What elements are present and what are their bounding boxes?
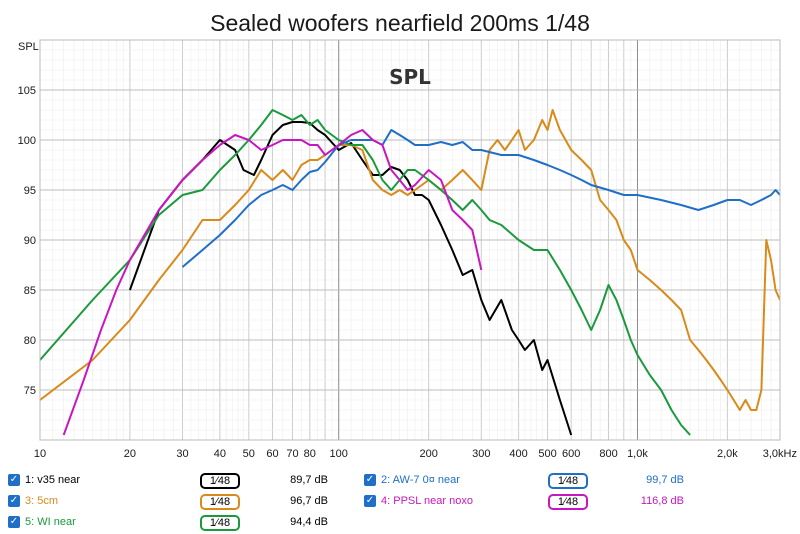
y-tick-label: 90 bbox=[24, 235, 36, 247]
x-tick-label: 2,0k bbox=[717, 448, 738, 460]
checkbox-checked-icon[interactable]: ✓ bbox=[364, 495, 376, 507]
smoothing-button[interactable]: 1⁄48 bbox=[200, 515, 240, 531]
legend-series-name: 4: PPSL near noxo bbox=[381, 495, 473, 507]
series-line-5 bbox=[62, 129, 483, 436]
checkbox-checked-icon[interactable]: ✓ bbox=[364, 474, 376, 486]
series-line-1 bbox=[128, 121, 573, 436]
legend-item-ppsl-near-noxo[interactable]: ✓ 4: PPSL near noxo bbox=[364, 491, 473, 511]
series-line-4 bbox=[181, 129, 780, 268]
y-tick-label: 85 bbox=[24, 285, 36, 297]
smoothing-button[interactable]: 1⁄48 bbox=[200, 473, 240, 489]
legend-item-aw7-near[interactable]: ✓ 2: AW-7 0¤ near bbox=[364, 470, 460, 490]
x-tick-labels: 10 20 30 40 50 60 70 80 100 200 300 400 500 600 800 1,0… bbox=[34, 448, 797, 460]
x-tick-label: 500 bbox=[538, 448, 556, 460]
checkbox-checked-icon[interactable]: ✓ bbox=[8, 516, 20, 528]
y-tick-label: 105 bbox=[18, 85, 36, 97]
level-value: 116,8 dB bbox=[640, 495, 684, 507]
x-tick-label: 70 bbox=[286, 448, 298, 460]
legend-item-5cm[interactable]: ✓ 3: 5cm bbox=[8, 491, 58, 511]
smoothing-button[interactable]: 1⁄48 bbox=[548, 473, 588, 489]
y-tick-labels: 75 80 85 90 95 100 105 bbox=[18, 85, 36, 397]
x-tick-label: 40 bbox=[214, 448, 226, 460]
level-value: 96,7 dB bbox=[290, 495, 328, 507]
frequency-response-chart: SPL 75 80 85 90 95 100 105 10 20 30 40 50 60 70 80 100… bbox=[18, 39, 797, 460]
series-line-3 bbox=[40, 109, 691, 436]
x-tick-label: 20 bbox=[124, 448, 136, 460]
smoothing-button[interactable]: 1⁄48 bbox=[548, 494, 588, 510]
x-tick-label: 800 bbox=[599, 448, 617, 460]
y-tick-label: 75 bbox=[24, 385, 36, 397]
x-tick-label: 100 bbox=[330, 448, 348, 460]
checkbox-checked-icon[interactable]: ✓ bbox=[8, 495, 20, 507]
chart-title: Sealed woofers nearfield 200ms 1/48 bbox=[210, 10, 590, 36]
legend-item-wi-near[interactable]: ✓ 5: WI near bbox=[8, 512, 76, 532]
series-line-2 bbox=[40, 109, 780, 411]
series-lines bbox=[40, 109, 780, 436]
legend-series-name: 2: AW-7 0¤ near bbox=[381, 474, 460, 486]
legend-item-v35-near[interactable]: ✓ 1: v35 near bbox=[8, 470, 80, 490]
x-tick-label: 60 bbox=[266, 448, 278, 460]
level-value: 94,4 dB bbox=[290, 516, 328, 528]
y-tick-label: 80 bbox=[24, 335, 36, 347]
legend-series-name: 3: 5cm bbox=[25, 495, 59, 507]
legend-series-name: 5: WI near bbox=[25, 516, 76, 528]
x-tick-label: 3,0kHz bbox=[763, 448, 797, 460]
x-tick-label: 200 bbox=[419, 448, 437, 460]
plot-border bbox=[39, 39, 781, 441]
y-axis-label: SPL bbox=[18, 41, 39, 53]
x-tick-label: 1,0k bbox=[627, 448, 648, 460]
x-tick-label: 80 bbox=[304, 448, 316, 460]
checkbox-checked-icon[interactable]: ✓ bbox=[8, 474, 20, 486]
legend-series-name: 1: v35 near bbox=[25, 474, 81, 486]
y-tick-label: 100 bbox=[18, 135, 36, 147]
y-tick-label: 95 bbox=[24, 185, 36, 197]
x-tick-label: 30 bbox=[176, 448, 188, 460]
level-value: 89,7 dB bbox=[290, 474, 328, 486]
plot-label: SPL bbox=[389, 65, 431, 89]
x-tick-label: 10 bbox=[34, 448, 46, 460]
legend: ✓ 1: v35 near 1⁄48 89,7 dB ✓ 3: 5cm 1⁄48… bbox=[0, 468, 800, 534]
x-tick-label: 600 bbox=[562, 448, 580, 460]
x-tick-label: 50 bbox=[243, 448, 255, 460]
smoothing-button[interactable]: 1⁄48 bbox=[200, 494, 240, 510]
level-value: 99,7 dB bbox=[646, 474, 684, 486]
x-tick-label: 400 bbox=[509, 448, 527, 460]
x-tick-label: 300 bbox=[472, 448, 490, 460]
